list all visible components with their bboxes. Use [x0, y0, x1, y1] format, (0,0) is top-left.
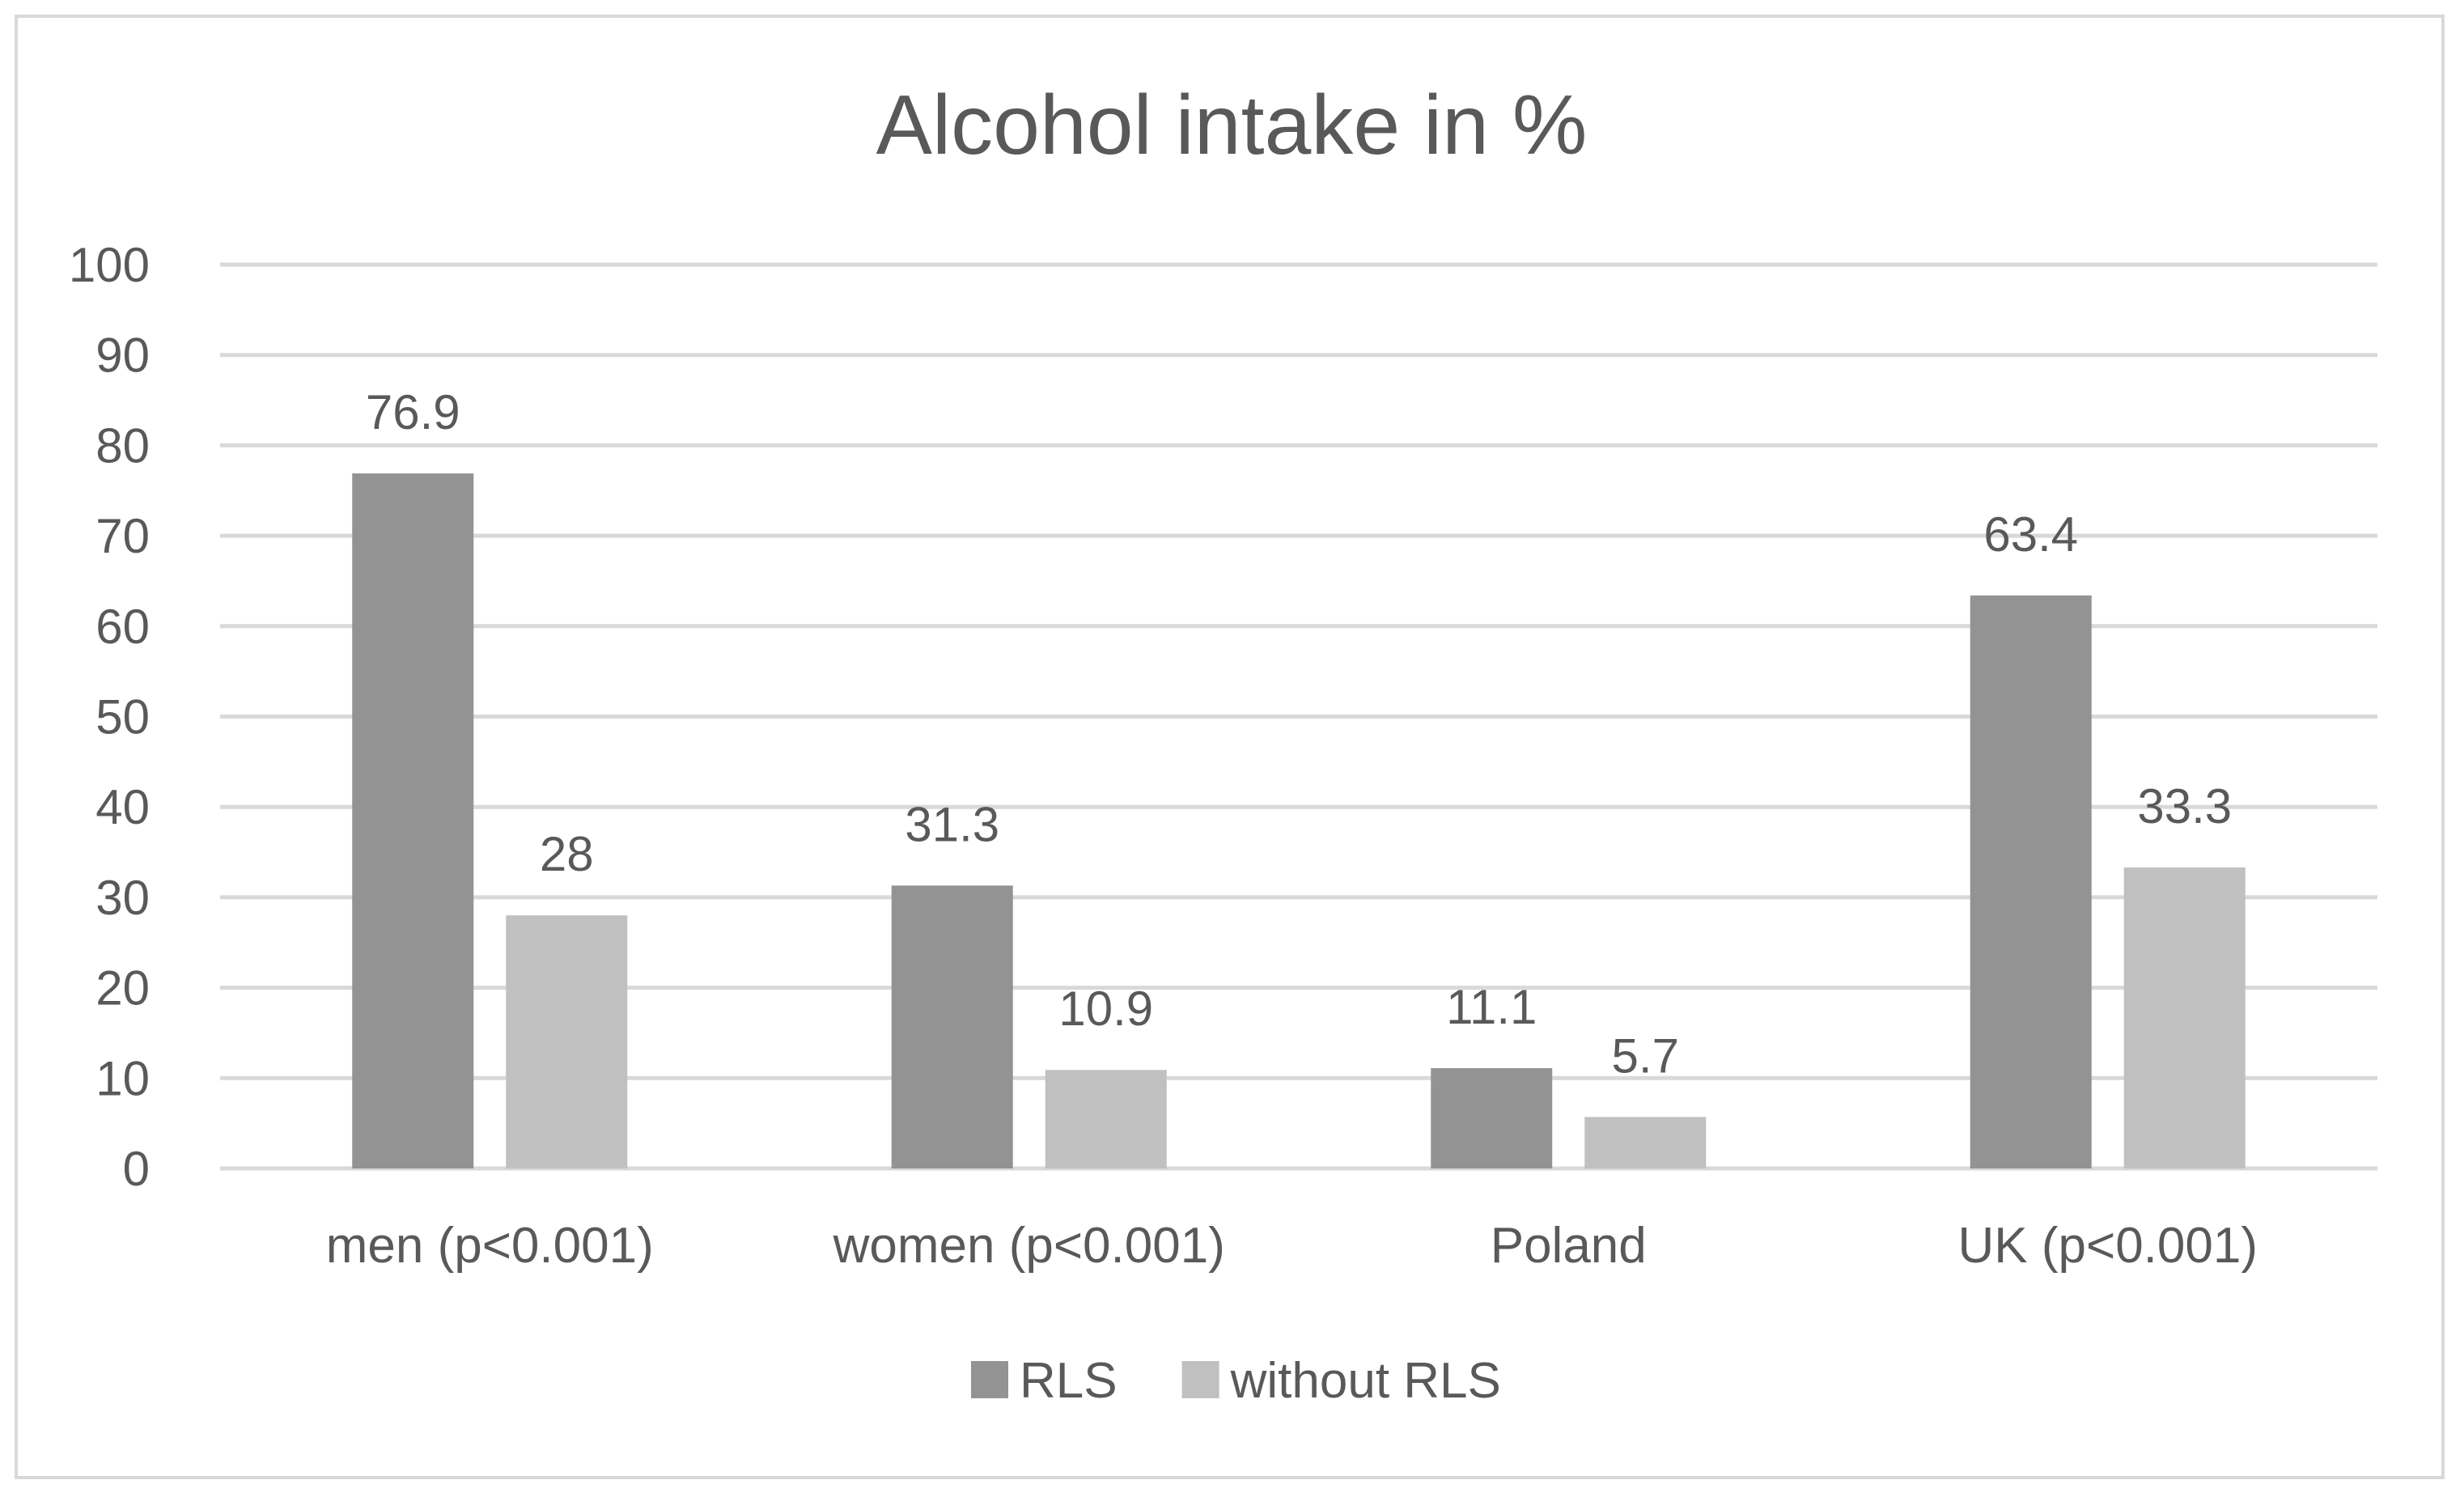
x-category-label: men (p<0.001) [326, 1218, 654, 1274]
bar-without-rls-uk-p-0-001 [2123, 867, 2246, 1168]
bar-rls-poland [1431, 1068, 1553, 1168]
data-label: 28 [540, 827, 594, 881]
x-category-label: women (p<0.001) [833, 1218, 1225, 1274]
legend-swatch-rls [971, 1361, 1008, 1398]
legend: RLS without RLS [971, 1353, 1501, 1409]
y-tick-label: 80 [95, 418, 150, 473]
x-category-label: Poland [1491, 1218, 1647, 1274]
bar-rls-women-p-0-001 [891, 885, 1013, 1168]
y-tick-label: 0 [123, 1142, 150, 1196]
y-tick-label: 90 [95, 329, 150, 383]
y-tick-label: 50 [95, 690, 150, 744]
data-label: 31.3 [905, 797, 999, 851]
bar-without-rls-men-p-0-001 [506, 915, 628, 1168]
legend-label: RLS [1020, 1353, 1117, 1409]
y-tick-label: 20 [95, 961, 150, 1016]
data-label: 33.3 [2137, 779, 2232, 833]
bar-rls-men-p-0-001 [352, 473, 474, 1168]
y-tick-label: 10 [95, 1051, 150, 1105]
y-tick-label: 40 [95, 780, 150, 834]
legend-label: without RLS [1230, 1353, 1501, 1409]
data-label: 63.4 [1983, 507, 2078, 562]
bar-without-rls-women-p-0-001 [1045, 1070, 1167, 1168]
bar-without-rls-poland [1584, 1117, 1707, 1168]
y-tick-label: 100 [69, 238, 150, 292]
data-label: 5.7 [1612, 1028, 1679, 1083]
data-label: 76.9 [366, 385, 460, 439]
legend-swatch-without-rls [1181, 1361, 1219, 1398]
y-tick-label: 30 [95, 871, 150, 925]
y-tick-label: 70 [95, 509, 150, 563]
x-category-label: UK (p<0.001) [1958, 1218, 2258, 1274]
chart-title: Alcohol intake in % [876, 78, 1588, 172]
data-label: 11.1 [1446, 980, 1537, 1034]
data-label: 10.9 [1058, 982, 1153, 1036]
bar-rls-uk-p-0-001 [1970, 595, 2092, 1168]
y-tick-label: 60 [95, 600, 150, 654]
